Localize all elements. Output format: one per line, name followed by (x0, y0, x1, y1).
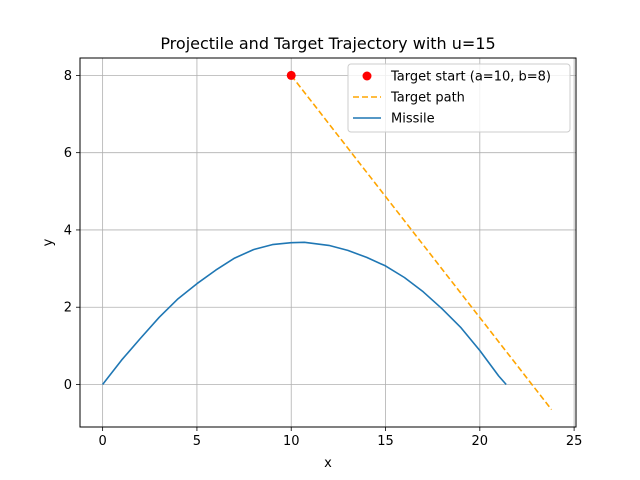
chart-title: Projectile and Target Trajectory with u=… (160, 34, 495, 53)
legend-label: Target start (a=10, b=8) (390, 70, 551, 85)
x-tick-label: 0 (98, 434, 106, 449)
x-tick-label: 15 (377, 434, 394, 449)
y-tick-label: 0 (64, 378, 72, 393)
axis-ticks: 0 5 10 15 20 25 0 2 4 6 8 (64, 69, 583, 449)
y-axis-label: y (41, 238, 56, 246)
legend-label: Missile (391, 112, 435, 127)
legend-label: Target path (390, 91, 465, 106)
target-path-line (290, 74, 553, 411)
x-tick-label: 25 (566, 434, 583, 449)
x-tick-label: 5 (193, 434, 201, 449)
missile-trajectory-line (101, 241, 507, 386)
legend-scatter-marker (362, 71, 372, 81)
y-tick-label: 4 (64, 223, 72, 238)
grid-lines (80, 58, 576, 427)
x-axis-label: x (324, 456, 332, 471)
target-start-point (286, 70, 296, 80)
plot-frame (79, 57, 577, 428)
y-tick-label: 6 (64, 146, 72, 161)
plot-series (101, 70, 553, 411)
legend-box (347, 63, 571, 133)
y-tick-label: 8 (64, 69, 72, 84)
y-tick-label: 2 (64, 301, 72, 316)
x-tick-label: 10 (283, 434, 300, 449)
x-tick-label: 20 (472, 434, 489, 449)
legend: Target start (a=10, b=8) Target path Missi… (347, 63, 571, 133)
